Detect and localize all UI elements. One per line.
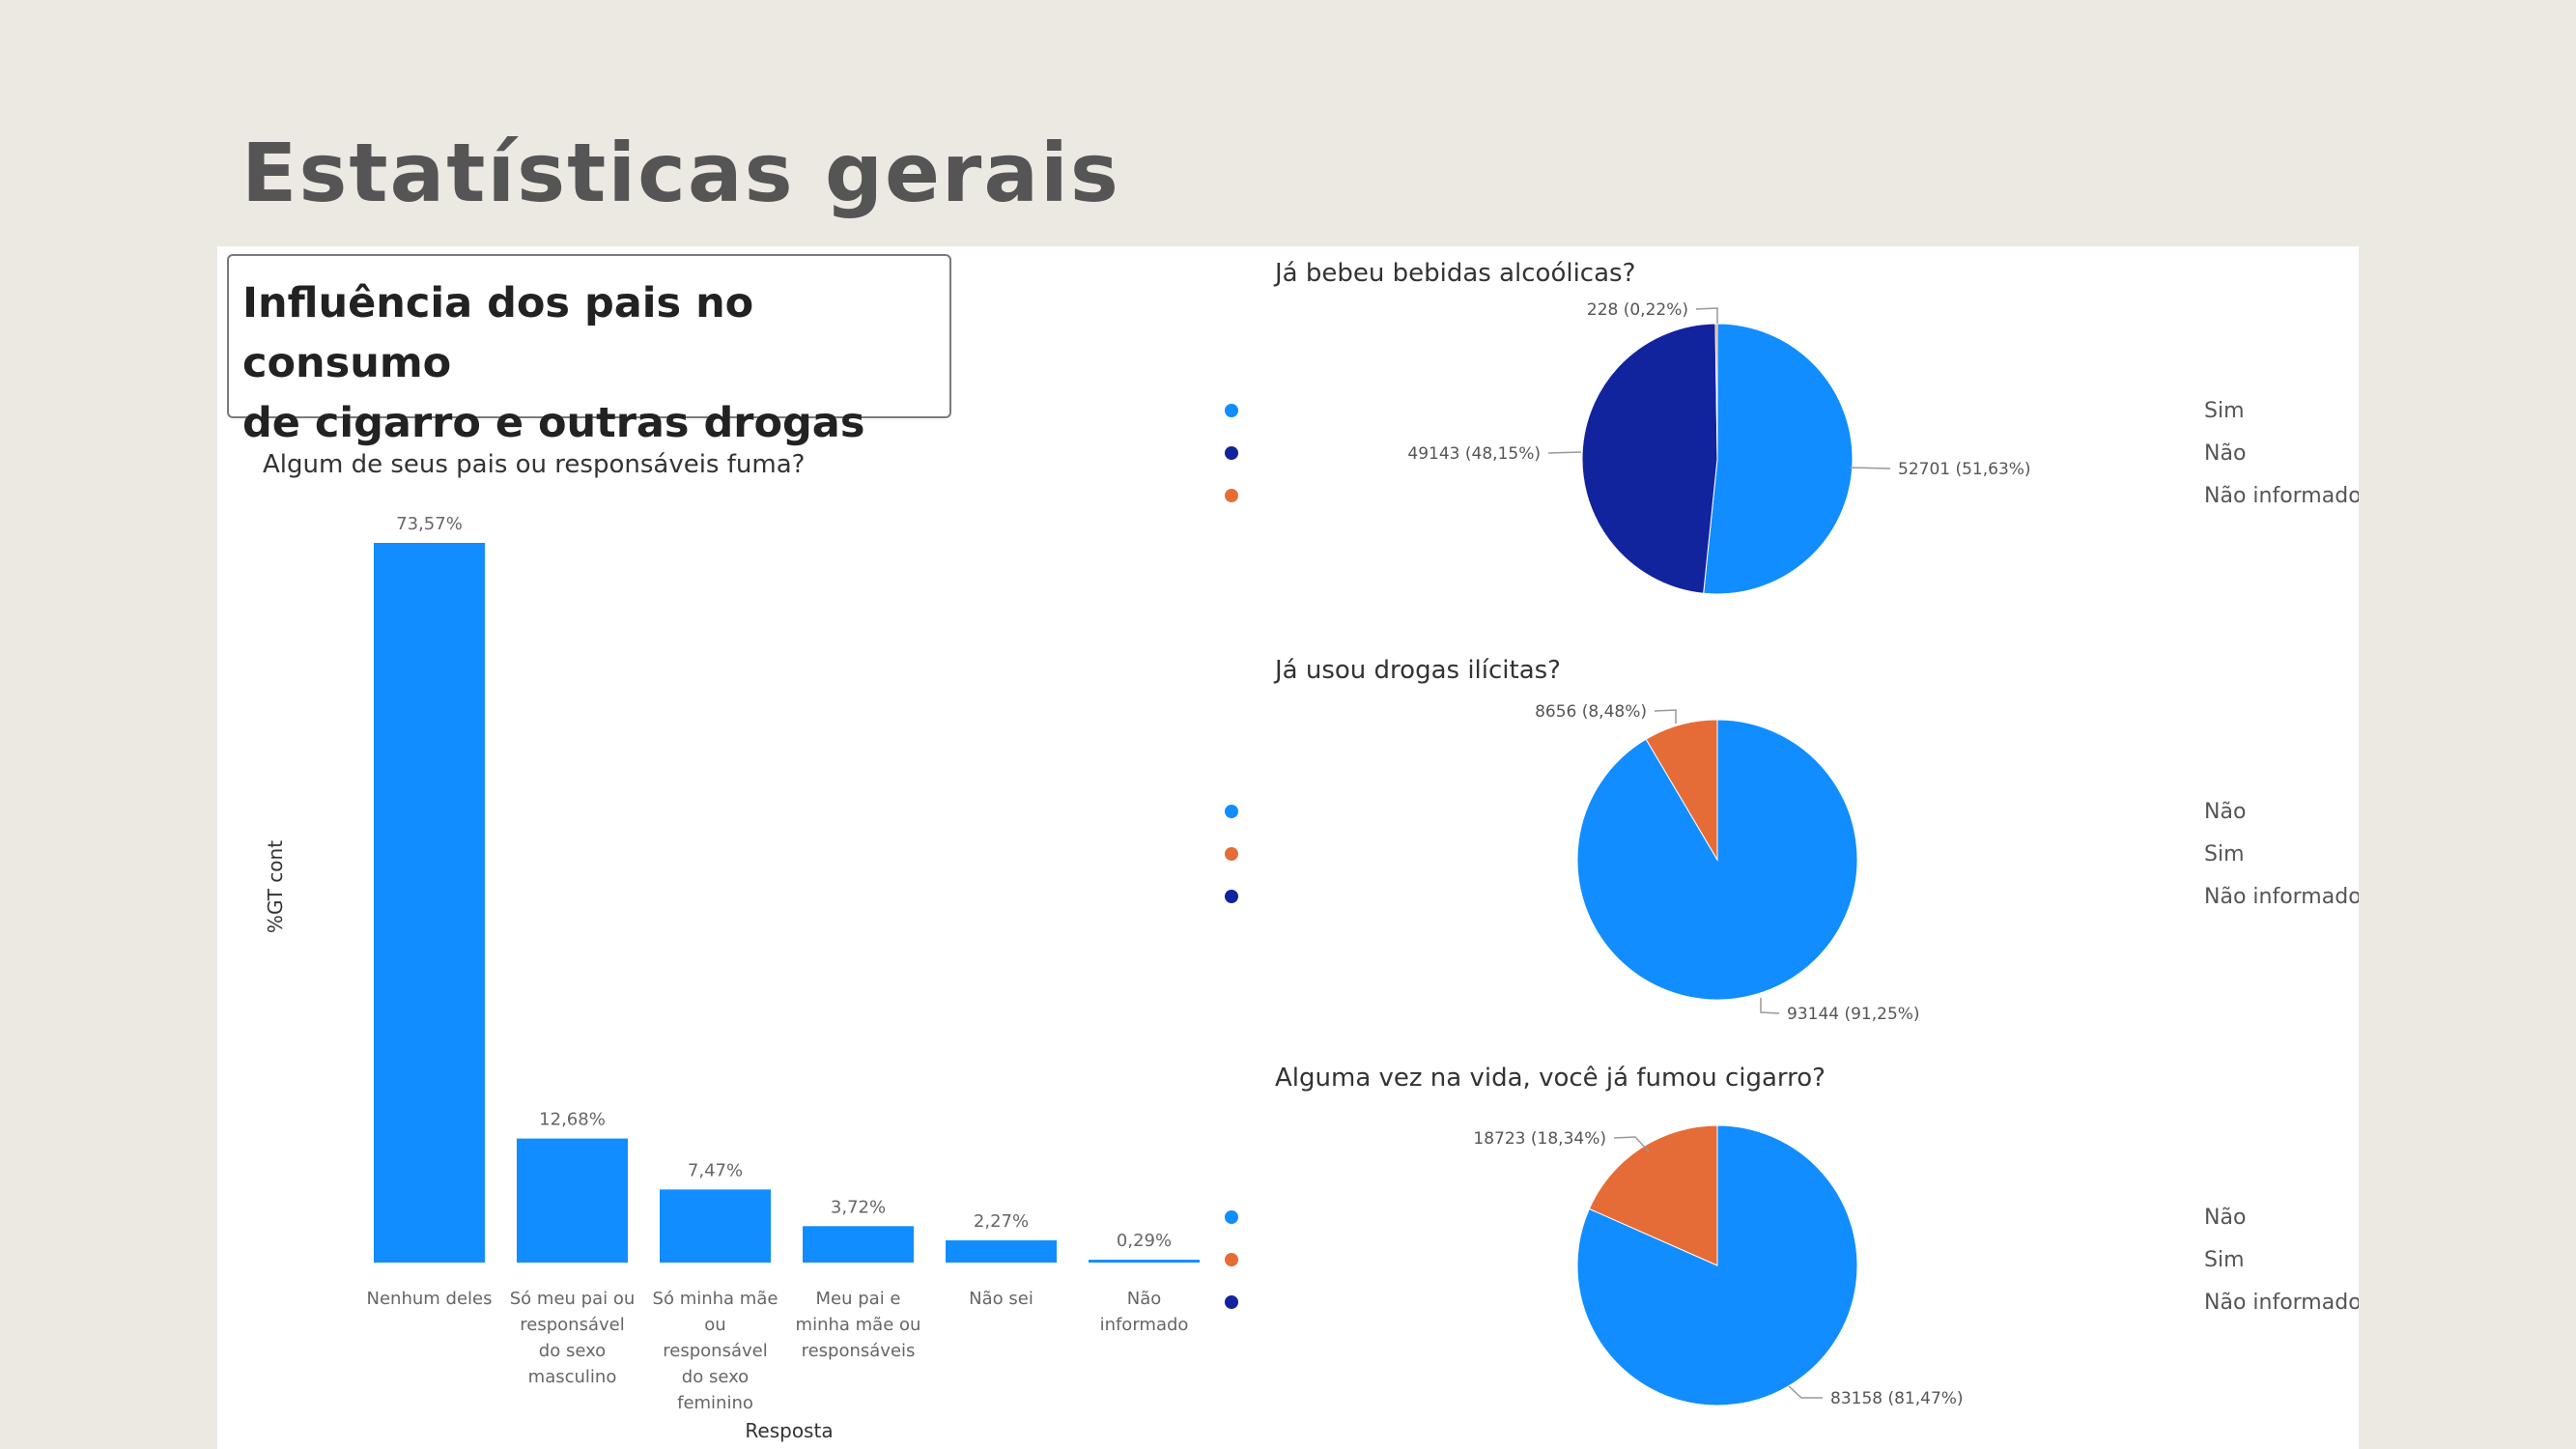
pie-0-leader-2 bbox=[1695, 307, 1718, 324]
card-title-line-2: de cigarro e outras drogas bbox=[242, 399, 865, 447]
pie-2-legend-marker-1 bbox=[1225, 1253, 1238, 1266]
pie-0-data-label-0: 52701 (51,63%) bbox=[1898, 460, 2031, 479]
pie-1-legend-marker-1 bbox=[1225, 847, 1238, 861]
pie-2-legend-label-0[interactable]: Não bbox=[2204, 1206, 2246, 1230]
pie-1-data-label-1: 8656 (8,48%) bbox=[1535, 702, 1647, 722]
charts-canvas: Algum de seus pais ou responsáveis fuma?… bbox=[263, 259, 2359, 1442]
report-panel: Influência dos pais no consumo de cigarr… bbox=[217, 246, 2359, 1449]
pie-2-legend-label-2[interactable]: Não informado bbox=[2204, 1291, 2359, 1315]
bar-1[interactable] bbox=[517, 1138, 628, 1263]
bar-category-label-0-0: Nenhum deles bbox=[367, 1289, 493, 1309]
pie-0-legend-label-1[interactable]: Não bbox=[2204, 441, 2246, 466]
pie-1-leader-1 bbox=[1654, 709, 1677, 724]
pie-1-legend-label-0[interactable]: Não bbox=[2204, 800, 2246, 824]
pie-0-data-label-2: 228 (0,22%) bbox=[1587, 300, 1688, 320]
bar-3[interactable] bbox=[803, 1226, 914, 1263]
pie-1-legend-label-2[interactable]: Não informado bbox=[2204, 885, 2359, 909]
pie-0-legend-label-0[interactable]: Sim bbox=[2204, 399, 2245, 423]
bar-category-label-2-2: responsável bbox=[663, 1341, 767, 1361]
pie-2-legend-marker-0 bbox=[1225, 1210, 1238, 1224]
pie-0-legend-marker-2 bbox=[1225, 489, 1238, 502]
pie-0-title: Já bebeu bebidas alcoólicas? bbox=[1273, 259, 1635, 288]
pie-1-legend-marker-2 bbox=[1225, 890, 1238, 903]
slide-title: Estatísticas gerais bbox=[241, 126, 1120, 220]
bar-category-label-5-1: informado bbox=[1100, 1315, 1189, 1335]
bar-category-label-1-1: responsável bbox=[520, 1315, 624, 1335]
bar-0[interactable] bbox=[374, 543, 485, 1263]
pie-0-legend-marker-0 bbox=[1225, 404, 1238, 417]
pie-0-legend-marker-1 bbox=[1225, 446, 1238, 460]
bar-category-label-1-3: masculino bbox=[528, 1367, 617, 1387]
bar-category-label-1-2: do sexo bbox=[539, 1341, 606, 1361]
pie-2-legend-label-1[interactable]: Sim bbox=[2204, 1248, 2245, 1272]
pie-1-data-label-0: 93144 (91,25%) bbox=[1787, 1005, 1920, 1024]
pie-2-data-label-1: 18723 (18,34%) bbox=[1473, 1129, 1606, 1149]
bar-5[interactable] bbox=[1089, 1260, 1200, 1263]
bar-value-label-5: 0,29% bbox=[1117, 1231, 1172, 1251]
bar-category-label-4-0: Não sei bbox=[969, 1289, 1033, 1309]
bar-category-label-2-1: ou bbox=[704, 1315, 725, 1335]
bar-category-label-2-3: do sexo bbox=[682, 1367, 749, 1387]
pie-2-leader-1 bbox=[1613, 1136, 1650, 1152]
pie-0-legend-label-2[interactable]: Não informado bbox=[2204, 484, 2359, 508]
bar-category-label-5-0: Não bbox=[1127, 1289, 1162, 1309]
pie-1-title: Já usou drogas ilícitas? bbox=[1273, 656, 1561, 685]
bar-category-label-1-0: Só meu pai ou bbox=[510, 1289, 636, 1309]
card-title-line-1: Influência dos pais no consumo bbox=[242, 279, 754, 387]
card-title-box: Influência dos pais no consumo de cigarr… bbox=[227, 254, 951, 447]
pie-1-leader-0 bbox=[1760, 998, 1780, 1014]
bar-4[interactable] bbox=[946, 1240, 1057, 1263]
pie-0-leader-1 bbox=[1547, 451, 1582, 454]
y-axis-label: %GT cont bbox=[264, 840, 287, 933]
bar-2[interactable] bbox=[660, 1189, 771, 1263]
bar-category-label-2-4: feminino bbox=[677, 1393, 753, 1413]
bar-category-label-2-0: Só minha mãe bbox=[653, 1289, 778, 1309]
bar-chart-title: Algum de seus pais ou responsáveis fuma? bbox=[263, 450, 805, 479]
pie-1-legend-marker-0 bbox=[1225, 805, 1238, 818]
pie-2-title: Alguma vez na vida, você já fumou cigarr… bbox=[1275, 1064, 1826, 1093]
pie-2-data-label-0: 83158 (81,47%) bbox=[1830, 1389, 1964, 1408]
pie-2-leader-0 bbox=[1788, 1385, 1823, 1399]
pie-0-data-label-1: 49143 (48,15%) bbox=[1407, 444, 1541, 464]
pie-0-leader-0 bbox=[1849, 467, 1891, 469]
bar-value-label-4: 2,27% bbox=[974, 1211, 1029, 1232]
bar-category-label-3-1: minha mãe ou bbox=[796, 1315, 921, 1335]
bar-value-label-1: 12,68% bbox=[539, 1110, 606, 1130]
pie-2-slice-1[interactable] bbox=[1588, 1124, 1718, 1266]
pie-1-slice-1[interactable] bbox=[1645, 719, 1718, 862]
bar-value-label-2: 7,47% bbox=[688, 1160, 743, 1180]
pie-2-legend-marker-2 bbox=[1225, 1295, 1238, 1309]
pie-1-legend-label-1[interactable]: Sim bbox=[2204, 842, 2245, 867]
pie-0-slice-1[interactable] bbox=[1581, 323, 1718, 594]
bar-category-label-3-0: Meu pai e bbox=[816, 1289, 901, 1309]
pie-0-slice-0[interactable] bbox=[1703, 323, 1854, 595]
x-axis-label: Resposta bbox=[745, 1419, 833, 1442]
bar-value-label-3: 3,72% bbox=[831, 1197, 886, 1217]
bar-value-label-0: 73,57% bbox=[396, 514, 463, 534]
bar-category-label-3-2: responsáveis bbox=[802, 1341, 916, 1361]
